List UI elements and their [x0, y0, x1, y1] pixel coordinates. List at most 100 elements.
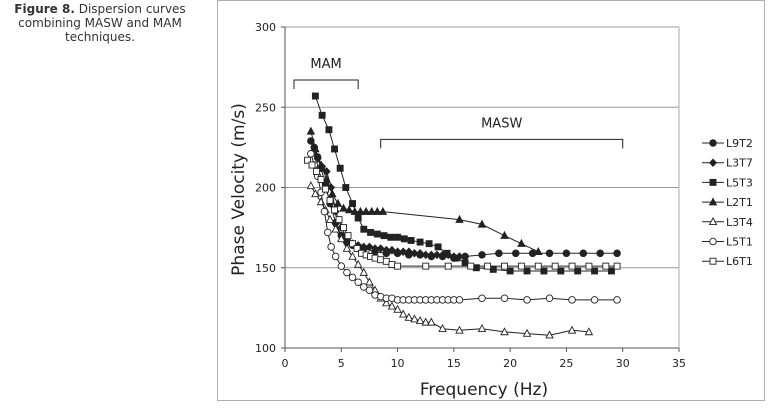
point-l6t1-11: [353, 245, 361, 252]
point-l2t1-5: [333, 198, 343, 207]
point-l5t3-13: [394, 233, 402, 241]
legend-label-l5t3: L5T3: [726, 176, 753, 189]
point-l3t4-10: [359, 267, 369, 276]
point-l5t1-30: [478, 294, 486, 302]
point-l2t1-4: [328, 189, 337, 198]
point-l9t2-24: [545, 249, 554, 258]
point-l6t1-7: [335, 216, 343, 224]
point-l5t3-26: [540, 267, 548, 275]
point-l6t1-0: [304, 156, 311, 164]
point-l3t7-21: [421, 250, 430, 260]
series-line-l9t2: [310, 140, 618, 259]
point-l3t4-18: [404, 312, 414, 321]
point-l3t4-1: [311, 189, 320, 198]
point-l9t2-20: [478, 251, 486, 259]
legend-marker-l5t1: [709, 237, 717, 246]
point-l5t3-12: [387, 233, 395, 241]
point-l6t1-19: [394, 262, 402, 270]
point-l3t4-7: [342, 243, 352, 252]
point-l5t1-6: [327, 243, 335, 251]
mam-label: MAM: [310, 57, 341, 72]
figure-caption: Figure 8. Dispersion curves combining MA…: [2, 2, 198, 44]
point-l3t4-19: [410, 314, 419, 323]
x-tick-label-0: 0: [282, 357, 289, 370]
point-l6t1-10: [349, 240, 356, 248]
point-l5t1-36: [613, 296, 621, 304]
point-l5t1-12: [360, 283, 368, 291]
point-l5t3-1: [318, 111, 326, 119]
legend-marker-l5t3: [709, 178, 717, 186]
point-l3t7-13: [376, 244, 385, 253]
point-l6t1-2: [313, 167, 320, 175]
point-l5t1-13: [365, 286, 374, 294]
point-l6t1-5: [326, 196, 334, 204]
series-line-l5t1: [310, 153, 618, 301]
point-l5t3-23: [489, 265, 497, 273]
point-l3t4-5: [331, 224, 340, 233]
point-l2t1-2: [316, 160, 326, 169]
point-l6t1-29: [585, 262, 593, 270]
y-axis-title: Phase Velocity (m/s): [229, 103, 249, 276]
point-l3t4-23: [438, 323, 447, 332]
point-l6t1-25: [517, 262, 525, 270]
point-l5t3-28: [574, 267, 582, 275]
legend-item-l3t4: L3T4: [702, 216, 753, 229]
point-l2t1-9: [356, 206, 365, 215]
legend-label-l5t1: L5T1: [726, 236, 753, 249]
x-tick-label-15: 15: [447, 357, 461, 370]
point-l5t1-4: [320, 207, 329, 216]
point-l3t4-16: [393, 304, 402, 313]
point-l6t1-4: [322, 185, 329, 193]
point-l5t1-33: [545, 294, 554, 302]
point-l3t4-9: [353, 259, 363, 268]
point-l6t1-16: [377, 256, 385, 264]
point-l5t3-0: [311, 92, 319, 100]
x-tick-label-20: 20: [503, 357, 517, 370]
x-axis-title: Frequency (Hz): [420, 380, 548, 400]
point-l5t3-29: [591, 267, 599, 275]
point-l5t3-19: [443, 249, 451, 257]
y-tick-label-200: 200: [255, 182, 276, 195]
point-l5t3-8: [360, 225, 368, 233]
point-l6t1-26: [534, 262, 542, 270]
point-l3t4-22: [427, 317, 436, 326]
point-l5t1-35: [590, 296, 599, 304]
x-tick-label-35: 35: [672, 357, 686, 370]
point-l2t1-1: [311, 144, 320, 153]
point-l2t1-13: [378, 206, 388, 215]
point-l2t1-14: [455, 214, 464, 223]
point-l3t4-17: [398, 309, 408, 318]
point-l3t4-28: [545, 330, 554, 339]
legend-marker-l6t1: [709, 257, 717, 265]
point-l5t1-31: [500, 294, 509, 302]
point-l6t1-20: [422, 262, 430, 270]
point-l9t2-22: [512, 249, 520, 258]
point-l2t1-16: [500, 230, 509, 239]
y-tick-label-250: 250: [255, 101, 276, 114]
legend-label-l2t1: L2T1: [726, 196, 753, 209]
point-l6t1-22: [467, 262, 475, 270]
legend-item-l2t1: L2T1: [702, 196, 753, 209]
point-l9t2-26: [579, 249, 588, 258]
point-l5t1-10: [348, 273, 357, 282]
point-l9t2-27: [596, 249, 604, 258]
point-l2t1-12: [373, 206, 382, 215]
point-l6t1-31: [613, 262, 621, 270]
point-l9t2-21: [495, 249, 503, 258]
point-l3t4-14: [382, 298, 391, 307]
point-l3t7-11: [365, 242, 374, 252]
point-l3t4-20: [415, 315, 425, 324]
point-l6t1-17: [382, 257, 390, 265]
point-l9t2-25: [562, 249, 571, 258]
point-l3t4-4: [325, 214, 335, 223]
series-l6t1: [304, 156, 621, 270]
legend-label-l9t2: L9T2: [726, 137, 753, 150]
point-l2t1-18: [534, 246, 543, 255]
legend-marker-l3t4: [708, 217, 718, 226]
point-l3t4-21: [421, 317, 430, 326]
x-tick-label-25: 25: [559, 357, 573, 370]
point-l3t7-18: [404, 247, 413, 256]
point-l3t7-16: [393, 247, 402, 256]
point-l6t1-28: [568, 262, 576, 270]
point-l3t4-15: [387, 301, 397, 310]
